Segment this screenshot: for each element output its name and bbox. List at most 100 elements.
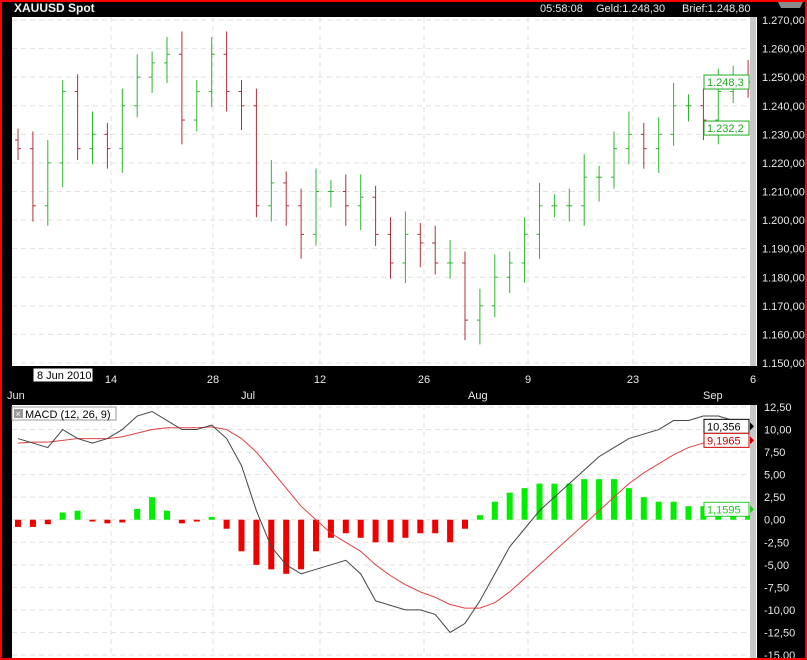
ohlc-bar [417,222,424,268]
macd-tick-label: 5,00 [764,470,785,482]
price-tick-label: 1.260,00 [762,44,805,56]
histogram-bar [223,519,230,529]
histogram-bar [700,506,707,520]
ohlc-bar [223,31,230,112]
histogram-bar [15,519,21,527]
date-tick-label: 28 [207,374,219,386]
histogram-bar [462,519,468,529]
price-tick-label: 1.230,00 [762,129,805,141]
ohlc-bar [29,131,36,222]
ohlc-bar [44,140,51,226]
histogram-bar [491,501,498,520]
macd-line [17,410,749,634]
ask-price: Brief:1.248,80 [682,3,751,15]
histogram-bar [104,519,111,524]
histogram-bar [238,519,245,552]
ohlc-bar [551,194,558,218]
macd-tick-label: -10,00 [764,605,795,617]
clock-time: 05:58:08 [540,3,583,15]
ohlc-bar [611,131,617,189]
macd-tick-label: 0,00 [764,515,785,527]
ohlc-bar [685,94,692,122]
ohlc-bar [402,211,409,283]
ohlc-bar [298,188,305,259]
ohlc-bar [208,37,215,108]
histogram-bar [640,497,647,520]
histogram-bar [551,483,558,520]
macd-tick-label: -7,50 [764,582,789,594]
ohlc-bar [59,80,66,188]
histogram-bar [268,519,275,570]
histogram-bar [208,517,215,520]
month-label: Sep [703,390,723,402]
histogram-bar [178,519,185,524]
ohlc-bar [327,180,334,208]
histogram-bar [283,519,290,574]
legend-box [11,406,117,421]
histogram-bar [670,501,677,520]
ohlc-bar [491,254,498,318]
price-tick-label: 1.270,00 [762,15,805,27]
macd-scrollbar[interactable] [750,405,756,658]
bid-price: Geld:1.248,30 [596,3,665,15]
macd-tick-label: 12,50 [764,402,792,414]
histogram-bar [29,519,36,527]
histogram-bar [357,519,364,538]
price-scrollbar[interactable] [750,17,756,366]
price-tick-label: 1.170,00 [762,301,805,313]
date-axis: 14 28 12 26 9 23 6 Jun Jul Aug Sep [7,374,756,402]
macd-value-label: 10,356 [707,421,741,433]
close-indicator-icon[interactable] [14,409,23,418]
macd-tick-label: 10,00 [764,425,792,437]
window-tab-icon[interactable] [778,2,803,8]
value-pointer-icon [750,422,754,431]
price-tick-label: 1.190,00 [762,244,805,256]
ohlc-bar [164,37,170,83]
price-tick-label: 1.150,00 [762,358,805,370]
ohlc-bar [238,80,245,131]
histogram-bar [447,519,454,543]
ohlc-bar [149,51,156,93]
histogram-bar [119,519,126,523]
price-marker-label: 1.248,3 [707,77,744,89]
date-tick-label: 9 [525,374,531,386]
histogram-bar [506,492,513,520]
histogram-bar [89,519,96,522]
histogram-bar [476,515,483,520]
ohlc-bar [432,225,439,275]
price-tick-label: 1.220,00 [762,158,805,170]
price-tick-label: 1.240,00 [762,101,805,113]
date-tick-label: 6 [750,374,756,386]
macd-tick-label: -5,00 [764,560,789,572]
month-label: Aug [468,390,488,402]
macd-value-box [703,501,750,517]
histogram-bar [298,519,305,570]
window-title: XAUUSD Spot [14,1,95,15]
ohlc-bar [462,251,468,341]
month-label: Jul [241,390,255,402]
close-indicator-glyph: × [16,409,21,419]
macd-legend[interactable]: × MACD (12, 26, 9) [11,406,117,421]
histogram-bar [566,483,573,520]
ohlc-bar [581,154,588,226]
price-marker-label: 1.232,2 [707,123,744,135]
histogram-bar [387,519,394,543]
ohlc-bar [15,128,21,161]
macd-value-label: 9,1965 [707,435,741,447]
month-label: Jun [7,390,25,402]
histogram-bar [164,510,170,520]
ohlc-bar [178,31,185,145]
macd-legend-label: MACD (12, 26, 9) [25,409,111,421]
price-grid [12,17,750,366]
macd-plot-area[interactable] [12,405,757,658]
ohlc-bar [342,174,349,226]
histogram-bar [253,519,260,565]
date-tick-label: 14 [105,374,117,386]
histogram-bar [134,508,141,520]
price-tick-label: 1.160,00 [762,329,805,341]
value-pointer-icon [750,436,754,445]
price-axis: 1.270,00 1.260,00 1.250,00 1.240,00 1.230,00… [703,15,805,370]
ohlc-bar [596,165,603,202]
